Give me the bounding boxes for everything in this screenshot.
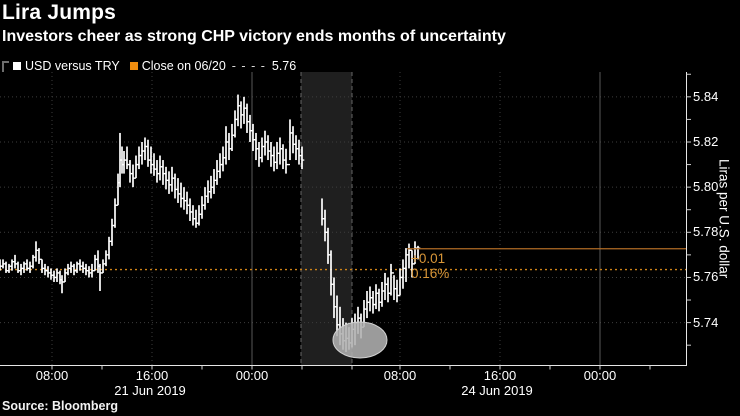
legend-close-value: 5.76 <box>271 59 297 73</box>
x-tick-label: 00:00 <box>235 368 269 383</box>
low-point-highlight-ellipse <box>332 321 388 359</box>
usd-try-swatch-icon <box>13 62 21 70</box>
y-tick-label: 5.76 <box>693 269 719 285</box>
y-tick-label: 5.84 <box>693 88 719 104</box>
x-tick-label: 16:00 <box>135 368 169 383</box>
y-tick-label: 5.74 <box>693 314 719 330</box>
x-tick-label: 08:00 <box>383 368 417 383</box>
highlight-band <box>301 72 352 366</box>
x-date-label: 24 Jun 2019 <box>461 383 533 398</box>
x-tick-label: 16:00 <box>483 368 517 383</box>
legend: USD versus TRY Close on 06/20 - - - - 5.… <box>2 59 306 73</box>
y-tick-label: 5.82 <box>693 133 719 149</box>
legend-usd-try-label: USD versus TRY <box>25 59 120 73</box>
x-date-label: 21 Jun 2019 <box>114 383 186 398</box>
chart-subtitle: Investors cheer as strong CHP victory en… <box>2 28 506 45</box>
price-change-annotation: +0.01 <box>411 250 446 266</box>
y-axis-title: Liras per U.S. dollar <box>716 159 732 279</box>
x-tick-label: 08:00 <box>35 368 69 383</box>
legend-handle-icon[interactable] <box>2 60 9 72</box>
source-credit: Source: Bloomberg <box>2 399 118 413</box>
page-title: Lira Jumps <box>2 1 117 24</box>
percent-change-annotation: 0.16% <box>411 265 450 281</box>
y-tick-label: 5.80 <box>693 179 719 195</box>
x-tick-label: 00:00 <box>583 368 617 383</box>
legend-close-dash-sample: - - - - <box>231 59 266 73</box>
legend-close-label: Close on 06/20 <box>141 59 226 73</box>
y-tick-label: 5.78 <box>693 224 719 240</box>
close-swatch-icon <box>129 62 138 70</box>
